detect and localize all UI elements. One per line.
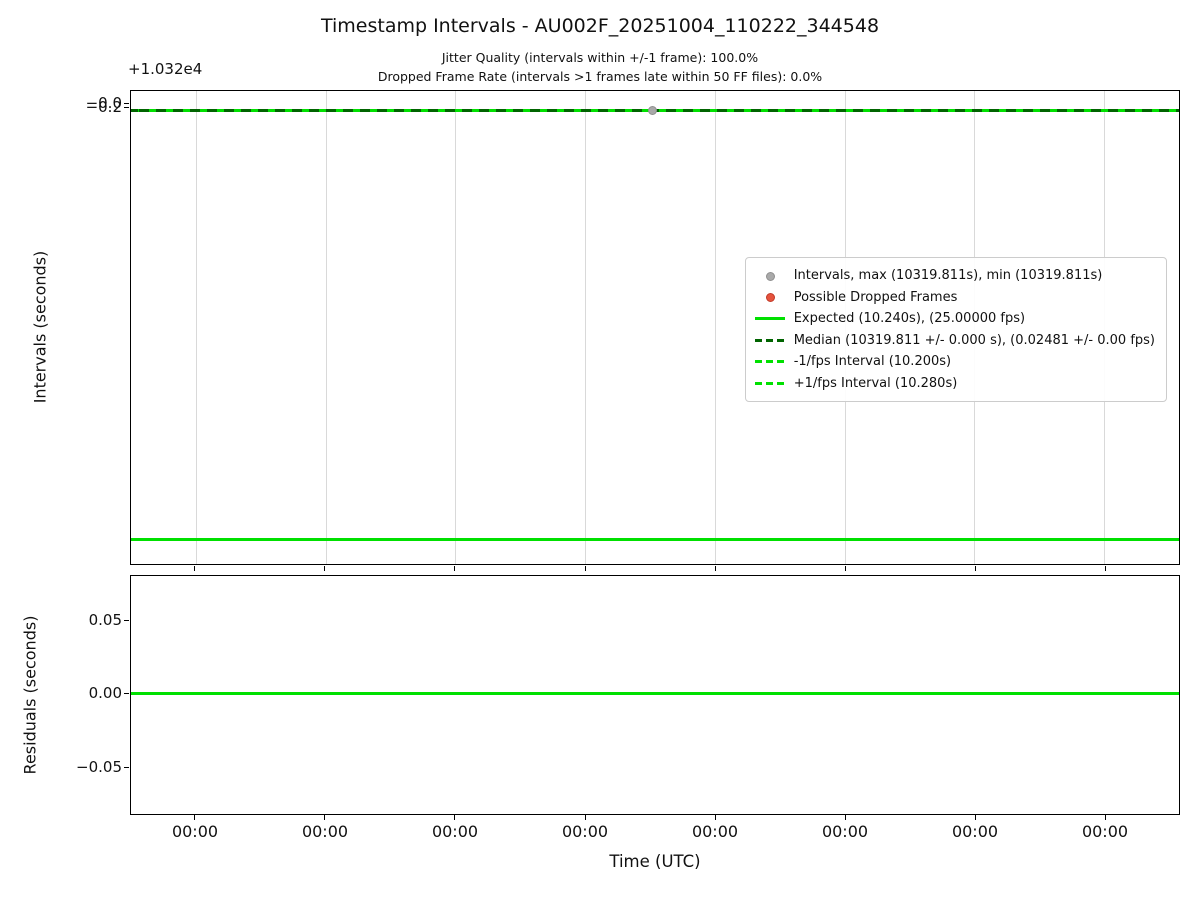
legend-item-intervals: Intervals, max (10319.811s), min (10319.… (755, 265, 1155, 287)
legend-label: +1/fps Interval (10.280s) (793, 375, 958, 391)
xtick-mark (324, 815, 326, 820)
xtick-mark (975, 815, 977, 820)
bottom-ytick-0-00: 0.00 (88, 684, 122, 702)
intervals-plot: Intervals, max (10319.811s), min (10319.… (130, 90, 1180, 565)
legend-label: Possible Dropped Frames (793, 289, 958, 305)
red-dot-icon (755, 292, 785, 303)
top-ytick-mark (124, 107, 129, 109)
legend-label: Intervals, max (10319.811s), min (10319.… (793, 268, 1103, 284)
xtick-mark (845, 815, 847, 820)
xtick-mark (194, 566, 196, 571)
legend-label: Median (10319.811 +/- 0.000 s), (0.02481… (793, 332, 1155, 348)
intervals-y-axis-label: Intervals (seconds) (30, 250, 50, 404)
xtick-mark (845, 566, 847, 571)
gridline (455, 91, 457, 564)
legend-label: -1/fps Interval (10.200s) (793, 354, 952, 370)
dropped-frame-rate-subtitle: Dropped Frame Rate (intervals >1 frames … (377, 69, 823, 84)
xtick-mark (715, 566, 717, 571)
xtick-mark (1105, 815, 1107, 820)
xtick-mark (454, 566, 456, 571)
bottom-ytick-mark (124, 620, 129, 622)
bottom-ytick-mark (124, 693, 129, 695)
gridline (714, 91, 716, 564)
gridline (195, 91, 197, 564)
legend-item-plus-1fps: +1/fps Interval (10.280s) (754, 373, 1155, 395)
xtick-label: 00:00 (431, 822, 479, 841)
top-ytick-neg0-0: −0.0 (85, 94, 122, 112)
lime-dashed-line-icon (754, 357, 785, 367)
xtick-mark (194, 815, 196, 820)
top-ytick-neg0-2: −0.2 (85, 98, 122, 116)
bottom-ytick-neg0-05: −0.05 (76, 758, 122, 776)
residuals-plot (130, 575, 1180, 815)
xtick-mark (975, 566, 977, 571)
xtick-label: 00:00 (951, 822, 999, 841)
xtick-mark (454, 815, 456, 820)
gray-dot-icon (755, 271, 785, 281)
xtick-mark (585, 566, 587, 571)
y-axis-offset-text: +1.032e4 (128, 60, 203, 78)
legend: Intervals, max (10319.811s), min (10319.… (744, 257, 1167, 402)
legend-label: Expected (10.240s), (25.00000 fps) (793, 311, 1026, 327)
darkgreen-dashed-line-icon (754, 335, 785, 345)
interval-data-point (647, 106, 657, 115)
gridline (325, 91, 327, 564)
lime-dashed-line-icon (754, 378, 785, 388)
xtick-label: 00:00 (171, 822, 219, 841)
xtick-label: 00:00 (691, 822, 739, 841)
legend-item-median: Median (10319.811 +/- 0.000 s), (0.02481… (754, 330, 1155, 352)
lime-solid-line-icon (754, 314, 785, 324)
legend-item-minus-1fps: -1/fps Interval (10.200s) (754, 351, 1155, 373)
xtick-mark (1105, 566, 1107, 571)
xtick-label: 00:00 (1081, 822, 1129, 841)
top-ytick-mark (124, 103, 129, 105)
bottom-ytick-0-05: 0.05 (88, 611, 122, 629)
bottom-ytick-mark (124, 767, 129, 769)
residuals-zero-line (131, 692, 1179, 695)
legend-item-expected: Expected (10.240s), (25.00000 fps) (754, 308, 1155, 330)
chart-title: Timestamp Intervals - AU002F_20251004_11… (320, 15, 880, 37)
xtick-mark (585, 815, 587, 820)
legend-item-dropped-frames: Possible Dropped Frames (755, 287, 1155, 309)
jitter-quality-subtitle: Jitter Quality (intervals within +/-1 fr… (441, 50, 759, 65)
gridline (585, 91, 587, 564)
x-axis-label: Time (UTC) (609, 852, 701, 871)
xtick-label: 00:00 (821, 822, 869, 841)
xtick-mark (324, 566, 326, 571)
xtick-label: 00:00 (301, 822, 349, 841)
xtick-label: 00:00 (561, 822, 609, 841)
xtick-mark (715, 815, 717, 820)
expected-interval-line (131, 538, 1179, 541)
